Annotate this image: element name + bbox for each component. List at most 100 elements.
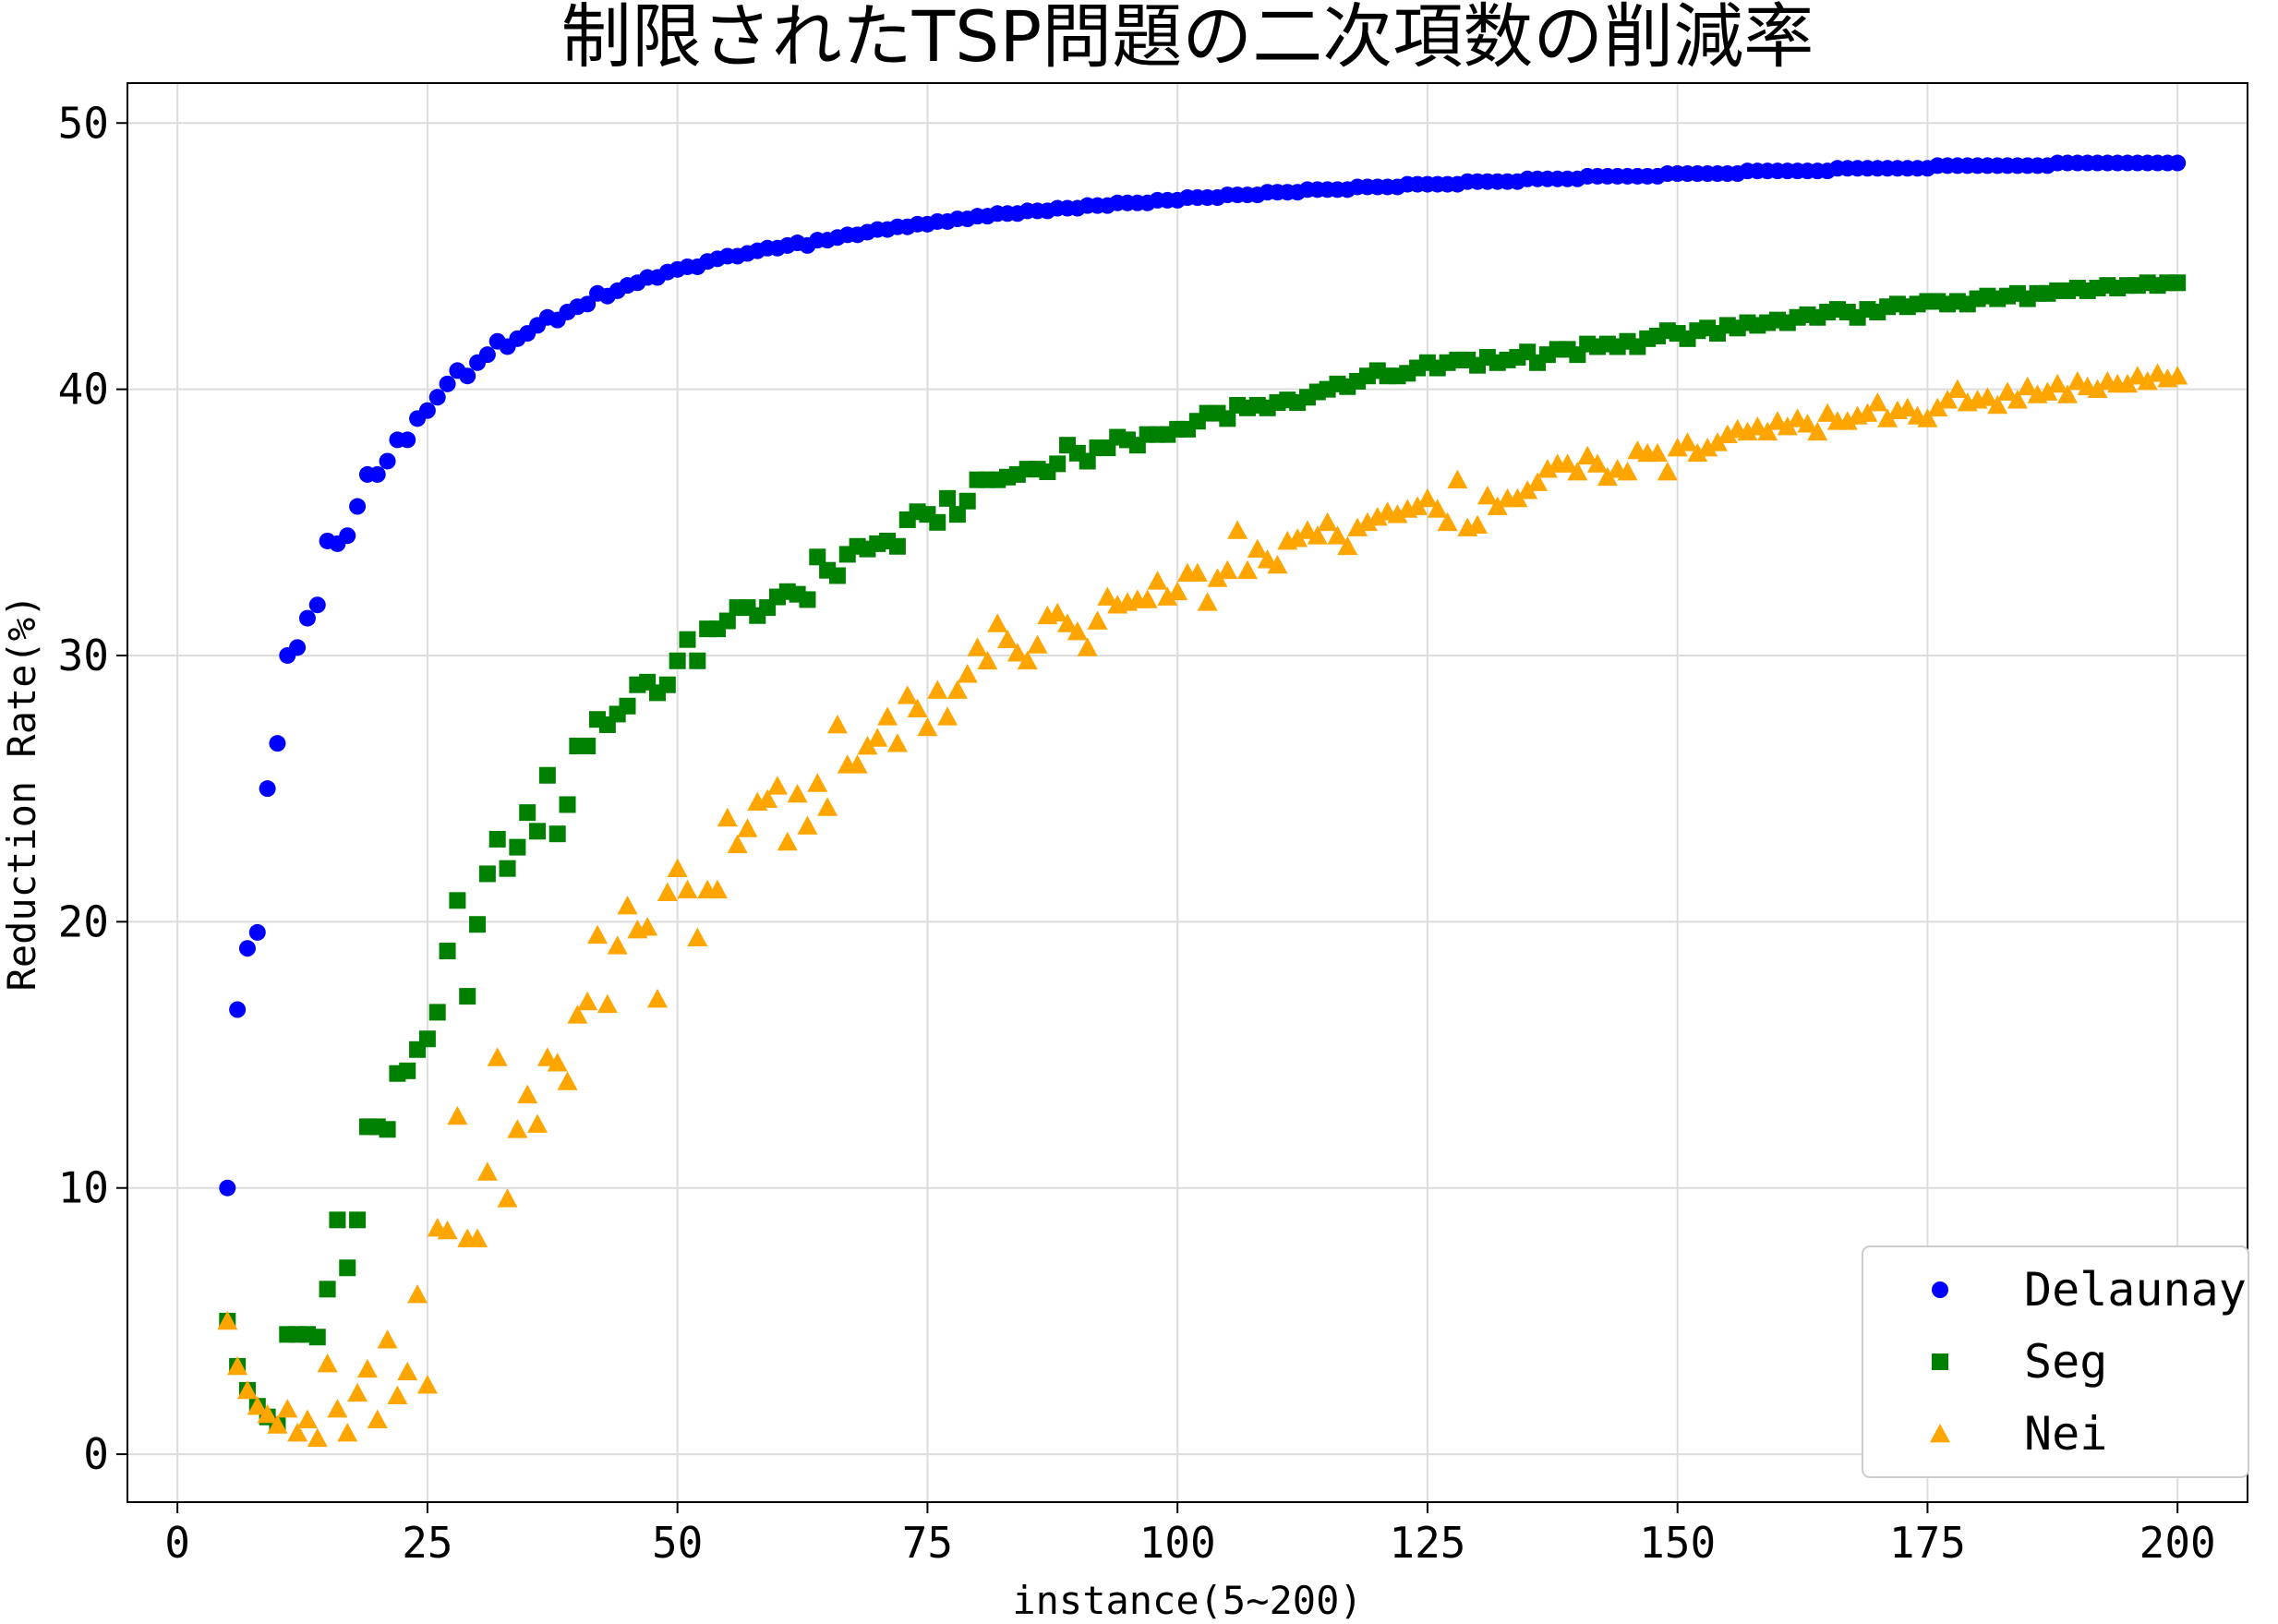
nei-point <box>1327 525 1348 545</box>
nei-point <box>657 882 678 901</box>
seg-point <box>948 506 966 523</box>
nei-point <box>577 991 598 1011</box>
series-delaunay <box>219 154 2187 1197</box>
nei-point <box>247 1396 268 1415</box>
seg-point <box>619 697 636 715</box>
nei-point <box>1317 511 1338 532</box>
nei-point <box>517 1084 538 1104</box>
delaunay-point <box>259 780 276 798</box>
seg-point <box>339 1259 356 1277</box>
legend-marker-nei <box>1930 1424 1950 1443</box>
nei-point <box>817 797 838 816</box>
seg-point <box>488 830 506 848</box>
delaunay-point <box>349 498 367 515</box>
seg-point <box>399 1062 416 1079</box>
nei-point <box>1517 480 1538 499</box>
delaunay-point <box>308 596 326 614</box>
nei-point <box>1267 554 1288 574</box>
delaunay-point <box>269 735 286 752</box>
nei-point <box>277 1399 298 1418</box>
nei-point <box>1757 421 1778 441</box>
nei-point <box>757 788 778 809</box>
nei-point <box>2017 376 2038 396</box>
nei-point <box>1447 469 1468 489</box>
delaunay-point <box>399 431 416 449</box>
nei-point <box>287 1423 308 1442</box>
nei-point <box>1617 462 1638 481</box>
nei-point <box>1227 520 1248 539</box>
nei-point <box>1167 581 1188 601</box>
nei-point <box>1476 485 1498 505</box>
nei-point <box>2127 366 2148 385</box>
seg-point <box>939 489 957 507</box>
nei-point <box>1077 637 1098 656</box>
legend-item-nei: Nei <box>1930 1407 2107 1461</box>
seg-point <box>658 676 676 693</box>
nei-point <box>1667 438 1688 457</box>
nei-point <box>1207 568 1228 587</box>
nei-point <box>1567 462 1588 481</box>
seg-point <box>509 838 526 856</box>
nei-point <box>1657 462 1678 481</box>
nei-point <box>1557 453 1578 473</box>
x-tick-label: 175 <box>1889 1518 1966 1568</box>
x-tick-label: 150 <box>1639 1518 1716 1568</box>
nei-point <box>967 637 988 656</box>
nei-point <box>2057 384 2079 403</box>
nei-point <box>2117 373 2139 393</box>
legend-item-seg: Seg <box>1932 1335 2107 1389</box>
nei-point <box>997 629 1018 649</box>
nei-point <box>1766 411 1788 430</box>
legend-label-seg: Seg <box>2024 1335 2107 1389</box>
delaunay-point <box>229 1001 247 1018</box>
nei-point <box>617 896 638 915</box>
nei-point <box>1977 387 1998 406</box>
x-axis-label: instance(5~200) <box>1012 1578 1362 1623</box>
nei-point <box>1867 392 1888 412</box>
seg-point <box>499 860 516 877</box>
nei-point <box>1157 586 1178 606</box>
nei-point <box>1097 586 1118 606</box>
plot-frame <box>127 82 2248 1503</box>
nei-point <box>937 706 958 726</box>
nei-point <box>567 1004 588 1024</box>
delaunay-point <box>289 639 307 656</box>
nei-point <box>647 988 668 1008</box>
nei-point <box>476 1161 498 1181</box>
nei-point <box>296 1409 318 1428</box>
nei-point <box>557 1071 578 1090</box>
nei-point <box>1147 571 1168 590</box>
seg-point <box>799 591 816 608</box>
seg-point <box>478 865 496 883</box>
nei-point <box>717 807 738 827</box>
nei-point <box>847 754 868 774</box>
nei-point <box>2007 390 2028 409</box>
nei-point <box>1347 517 1368 536</box>
y-tick-label: 50 <box>58 98 109 148</box>
nei-point <box>1677 432 1698 451</box>
nei-point <box>927 680 948 699</box>
nei-point <box>826 714 848 734</box>
y-axis-label: Reduction Rate(%) <box>0 595 44 992</box>
nei-point <box>2067 370 2088 391</box>
nei-point <box>547 1053 568 1072</box>
nei-point <box>437 1220 458 1240</box>
nei-point <box>857 736 878 755</box>
nei-point <box>897 685 918 704</box>
seg-point <box>1079 452 1096 470</box>
delaunay-point <box>379 452 396 470</box>
nei-point <box>236 1379 258 1400</box>
nei-point <box>217 1310 238 1330</box>
nei-point <box>2147 363 2168 382</box>
seg-point <box>439 943 456 960</box>
seg-point <box>579 738 597 755</box>
legend-marker-seg <box>1932 1353 1948 1370</box>
nei-point <box>1747 415 1768 436</box>
nei-point <box>1057 613 1079 632</box>
nei-point <box>706 879 728 899</box>
seg-point <box>349 1211 367 1229</box>
seg-point <box>689 652 706 669</box>
x-tick-label: 200 <box>2139 1518 2216 1568</box>
nei-point <box>1577 445 1598 465</box>
